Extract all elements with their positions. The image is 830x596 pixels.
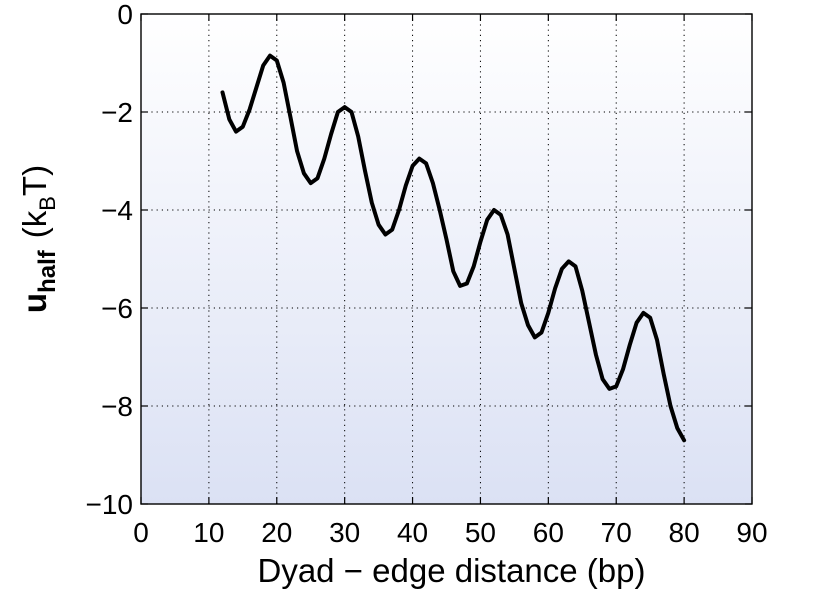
y-tick-label: −6: [101, 293, 133, 324]
y-tick-label: −2: [101, 97, 133, 128]
y-tick-label: 0: [117, 0, 133, 30]
plot-frame: [140, 13, 753, 505]
y-axis-unit-subscript: B: [35, 196, 60, 211]
x-tick-label: 80: [669, 517, 700, 548]
x-tick-label: 50: [465, 517, 496, 548]
series-layer: [220, 53, 687, 443]
x-tick-label: 0: [133, 517, 149, 548]
x-tick-label: 20: [261, 517, 292, 548]
x-tick-labels: 0 10 20 30 40 50 60 70 80 90: [133, 517, 767, 548]
y-axis-symbol: u: [16, 293, 53, 313]
series-line: [220, 53, 687, 443]
y-axis-title: uhalf (kBT): [16, 165, 61, 313]
y-axis-unit-close: T): [16, 165, 53, 196]
x-tick-label: 30: [329, 517, 360, 548]
y-tick-labels: 0 −2 −4 −6 −8 −10: [86, 0, 134, 520]
grid: [141, 14, 752, 504]
plot-area: [141, 14, 752, 504]
x-tick-label: 90: [736, 517, 767, 548]
x-tick-label: 70: [601, 517, 632, 548]
y-tick-label: −10: [86, 489, 134, 520]
y-tick-label: −4: [101, 195, 133, 226]
y-tick-label: −8: [101, 391, 133, 422]
x-tick-label: 60: [533, 517, 564, 548]
y-axis-symbol-subscript: half: [34, 249, 61, 293]
x-axis-title: Dyad − edge distance (bp): [258, 552, 646, 589]
y-axis-unit-open: (k: [16, 210, 53, 238]
x-tick-label: 40: [397, 517, 428, 548]
x-tick-label: 10: [193, 517, 224, 548]
